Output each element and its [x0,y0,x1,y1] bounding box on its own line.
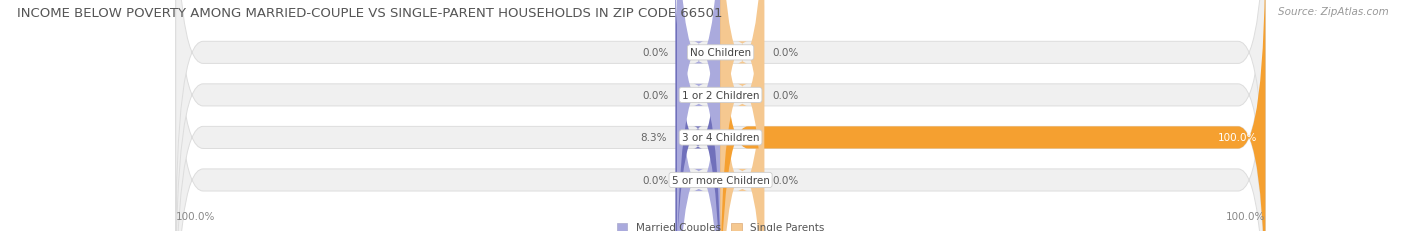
Text: Source: ZipAtlas.com: Source: ZipAtlas.com [1278,7,1389,17]
Text: 100.0%: 100.0% [1226,211,1265,221]
Text: 0.0%: 0.0% [772,175,799,185]
FancyBboxPatch shape [675,0,721,231]
Text: 0.0%: 0.0% [643,91,669,100]
FancyBboxPatch shape [678,0,721,231]
FancyBboxPatch shape [176,0,1265,231]
Text: 1 or 2 Children: 1 or 2 Children [682,91,759,100]
FancyBboxPatch shape [678,0,721,231]
FancyBboxPatch shape [721,0,765,231]
FancyBboxPatch shape [721,0,765,231]
FancyBboxPatch shape [176,0,1265,231]
Text: INCOME BELOW POVERTY AMONG MARRIED-COUPLE VS SINGLE-PARENT HOUSEHOLDS IN ZIP COD: INCOME BELOW POVERTY AMONG MARRIED-COUPL… [17,7,723,20]
FancyBboxPatch shape [678,0,721,231]
Text: 5 or more Children: 5 or more Children [672,175,769,185]
Text: 100.0%: 100.0% [1218,133,1257,143]
FancyBboxPatch shape [721,0,765,231]
Text: 8.3%: 8.3% [641,133,668,143]
Text: 3 or 4 Children: 3 or 4 Children [682,133,759,143]
Text: 0.0%: 0.0% [643,48,669,58]
FancyBboxPatch shape [176,0,1265,231]
Text: 100.0%: 100.0% [176,211,215,221]
FancyBboxPatch shape [721,0,1265,231]
FancyBboxPatch shape [176,0,1265,231]
Text: 0.0%: 0.0% [772,91,799,100]
Text: No Children: No Children [690,48,751,58]
Legend: Married Couples, Single Parents: Married Couples, Single Parents [617,222,824,231]
Text: 0.0%: 0.0% [772,48,799,58]
Text: 0.0%: 0.0% [643,175,669,185]
